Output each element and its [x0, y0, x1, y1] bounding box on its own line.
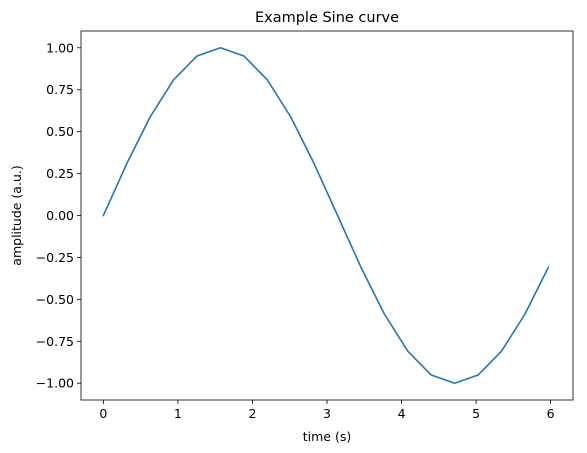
y-axis-label: amplitude (a.u.): [9, 165, 24, 265]
plot-frame: [80, 30, 574, 401]
y-tick-label-1: −0.75: [36, 334, 74, 349]
x-tick-label-5: 5: [472, 406, 480, 421]
x-tick-label-0: 0: [99, 406, 107, 421]
y-tick-label-0: −1.00: [36, 376, 74, 391]
chart-title: Example Sine curve: [255, 10, 399, 26]
y-tick-label-4: 0.00: [46, 208, 74, 223]
x-tick-label-1: 1: [174, 406, 182, 421]
x-tick-label-6: 6: [547, 406, 555, 421]
series-line-0: [102, 46, 550, 385]
y-tick-label-7: 0.75: [46, 82, 74, 97]
y-tick-label-8: 1.00: [46, 40, 74, 55]
y-tick-label-6: 0.50: [46, 124, 74, 139]
x-axis-label: time (s): [303, 429, 351, 444]
y-tick-label-3: −0.25: [36, 250, 74, 265]
x-tick-label-4: 4: [398, 406, 406, 421]
plot-area: 0 1 2 3 4 5 6 −1.00 −0.75 −0.50 −0.25 0.00 0.25 0.50 0…: [36, 30, 574, 421]
y-tick-label-5: 0.25: [46, 166, 74, 181]
x-tick-label-3: 3: [323, 406, 331, 421]
x-tick-label-2: 2: [248, 406, 256, 421]
y-tick-label-2: −0.50: [36, 292, 74, 307]
